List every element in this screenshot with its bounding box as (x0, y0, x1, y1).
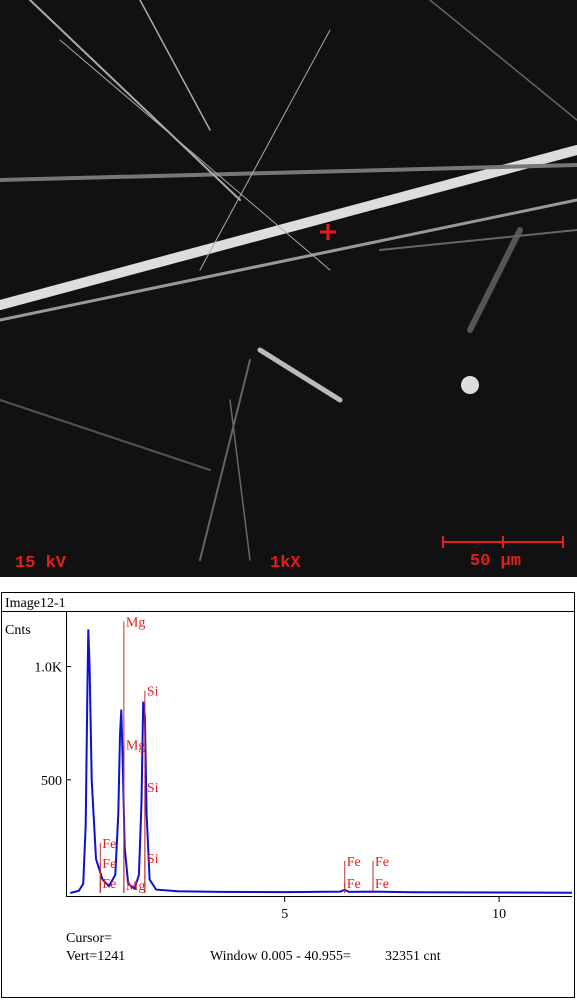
element-label: Fe (375, 855, 389, 870)
element-label: Si (147, 781, 159, 796)
element-label: Fe (102, 877, 116, 892)
element-label: Fe (347, 855, 361, 870)
y-tick-label: 500 (41, 774, 62, 789)
element-label: Mg (126, 739, 145, 754)
element-label: Si (147, 685, 159, 700)
window-readout: Window 0.005 - 40.955= (210, 949, 351, 964)
cursor-label: Cursor= (66, 931, 112, 946)
element-label: Si (147, 852, 159, 867)
scale-bar: 50 µm (470, 552, 521, 571)
y-axis-label: Cnts (5, 623, 31, 638)
magnification: 1kX (270, 554, 301, 573)
x-tick-label: 5 (281, 907, 288, 922)
element-label: Mg (126, 616, 145, 631)
spectrum (70, 629, 573, 894)
spectrum-panel: Image12-1 Cnts Cursor= Vert=1241 Window … (1, 592, 575, 998)
chart-title: Image12-1 (5, 596, 66, 611)
element-label: Fe (102, 857, 116, 872)
element-label: Mg (126, 879, 145, 894)
y-tick-label: 1.0K (34, 661, 62, 676)
vert-readout: Vert=1241 (66, 949, 125, 964)
x-tick-label: 10 (492, 907, 506, 922)
element-label: Fe (347, 877, 361, 892)
element-label: Fe (375, 877, 389, 892)
element-label: Fe (102, 837, 116, 852)
sem-image: 15 kV 1kX 50 µm (0, 0, 577, 577)
total-count: 32351 cnt (385, 949, 441, 964)
voltage: 15 kV (15, 554, 67, 573)
